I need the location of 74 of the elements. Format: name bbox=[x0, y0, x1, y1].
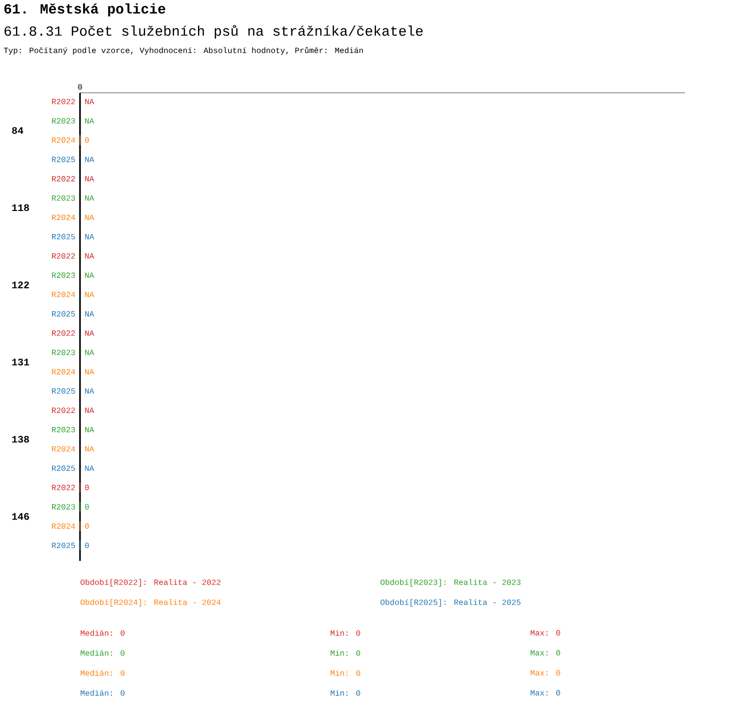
data-label: NA bbox=[85, 369, 94, 374]
category-label: 84 bbox=[12, 127, 24, 134]
text: R2024 bbox=[52, 446, 76, 452]
text: Max: 0 bbox=[530, 630, 560, 636]
data-label: 0 bbox=[85, 137, 89, 143]
text: R2023 bbox=[52, 350, 75, 356]
text: Medián: 0 bbox=[80, 630, 125, 636]
text: R2024 bbox=[52, 369, 76, 375]
text: R2023 bbox=[52, 426, 75, 432]
data-label: NA bbox=[85, 330, 94, 336]
text: R2023 bbox=[52, 118, 75, 124]
text: R2022 bbox=[52, 330, 75, 336]
data-label: 0 bbox=[85, 504, 89, 510]
text: Min: 0 bbox=[330, 630, 360, 636]
text: R2025 bbox=[52, 311, 75, 317]
text: R2023 bbox=[52, 195, 75, 201]
legend-label: R2023 bbox=[52, 504, 75, 510]
category-label: 131 bbox=[12, 358, 30, 366]
text: R2023 bbox=[52, 272, 75, 278]
data-label: NA bbox=[85, 311, 94, 317]
data-label: 0 bbox=[85, 542, 89, 548]
category-label: 122 bbox=[12, 282, 29, 288]
text: Období[R2025]: Realita - 2025 bbox=[380, 599, 520, 607]
legend-label: R2022 bbox=[52, 484, 75, 490]
data-label: NA bbox=[85, 195, 94, 201]
data-label: NA bbox=[85, 118, 94, 124]
category-label: 146 bbox=[12, 513, 29, 520]
text: Období[R2022]: Realita - 2022 bbox=[80, 579, 220, 587]
text: R2025 bbox=[52, 234, 75, 240]
text: R2022 bbox=[52, 253, 75, 259]
data-label: NA bbox=[85, 350, 94, 356]
data-label: NA bbox=[85, 272, 94, 278]
data-label: 0 bbox=[85, 484, 89, 490]
text: Max: 0 bbox=[530, 650, 560, 656]
text: Max: 0 bbox=[530, 670, 560, 676]
data-label: NA bbox=[85, 253, 94, 259]
text: R2022 bbox=[52, 98, 75, 104]
text: Medián: 0 bbox=[80, 670, 125, 676]
text: Min: 0 bbox=[330, 670, 360, 676]
text: R2024 bbox=[52, 292, 76, 298]
text: R2024 bbox=[52, 523, 76, 529]
text: R2022 bbox=[52, 408, 75, 414]
data-label: NA bbox=[85, 214, 94, 220]
text: R2025 bbox=[52, 156, 75, 162]
text: Min: 0 bbox=[330, 650, 360, 656]
text: Medián: 0 bbox=[80, 690, 125, 696]
data-label: 0 bbox=[85, 523, 89, 529]
text: Min: 0 bbox=[330, 690, 360, 696]
data-label: NA bbox=[85, 234, 94, 240]
text: R2022 bbox=[52, 176, 75, 182]
data-label: NA bbox=[85, 466, 94, 471]
category-label: 118 bbox=[12, 204, 30, 212]
legend-label: R2024 bbox=[52, 137, 76, 143]
data-label: NA bbox=[85, 446, 94, 452]
text: 61. Městská policie bbox=[4, 3, 166, 16]
data-label: NA bbox=[85, 176, 94, 182]
text: Období[R2024]: Realita - 2024 bbox=[80, 599, 221, 607]
text: Období[R2023]: Realita - 2023 bbox=[380, 579, 520, 587]
text: Typ: Počítaný podle vzorce, Vyhodnocení: Absolutní hodnoty, Průměr: Medián bbox=[4, 47, 363, 55]
text: R2025 bbox=[52, 466, 75, 472]
text: R2024 bbox=[52, 214, 76, 220]
data-label: NA bbox=[85, 156, 94, 162]
text: Medián: 0 bbox=[80, 650, 125, 656]
legend-label: R2025 bbox=[52, 542, 75, 548]
data-label: NA bbox=[85, 98, 94, 104]
category-label: 138 bbox=[12, 436, 30, 443]
text: 61.8.31 Počet služebních psů na strážníka/čekatele bbox=[4, 25, 423, 39]
data-label: NA bbox=[85, 427, 94, 432]
text: 0 bbox=[78, 84, 82, 90]
data-label: NA bbox=[85, 292, 94, 298]
data-label: NA bbox=[85, 388, 94, 394]
text: R2025 bbox=[52, 388, 75, 394]
data-label: NA bbox=[85, 408, 94, 414]
text: Max: 0 bbox=[530, 690, 560, 696]
